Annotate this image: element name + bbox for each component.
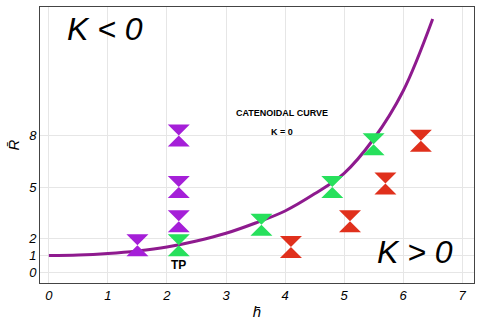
svg-text:0: 0 — [29, 265, 37, 280]
svg-text:TP: TP — [171, 258, 186, 272]
svg-text:1: 1 — [29, 248, 36, 263]
svg-text:8: 8 — [29, 128, 37, 143]
svg-text:CATENOIDAL CURVE: CATENOIDAL CURVE — [236, 108, 328, 118]
svg-text:h̄: h̄ — [253, 303, 261, 320]
svg-text:R̄: R̄ — [5, 139, 22, 150]
svg-text:K = 0: K = 0 — [271, 127, 293, 137]
svg-text:2: 2 — [162, 288, 171, 303]
svg-text:4: 4 — [281, 288, 288, 303]
svg-text:1: 1 — [104, 288, 111, 303]
svg-text:K > 0: K > 0 — [377, 234, 453, 270]
svg-text:5: 5 — [340, 288, 348, 303]
svg-text:0: 0 — [45, 288, 53, 303]
svg-text:7: 7 — [459, 288, 467, 303]
svg-text:6: 6 — [400, 288, 408, 303]
svg-text:2: 2 — [28, 231, 37, 246]
svg-text:K < 0: K < 0 — [67, 11, 143, 47]
svg-text:5: 5 — [29, 180, 37, 195]
svg-text:3: 3 — [222, 288, 230, 303]
